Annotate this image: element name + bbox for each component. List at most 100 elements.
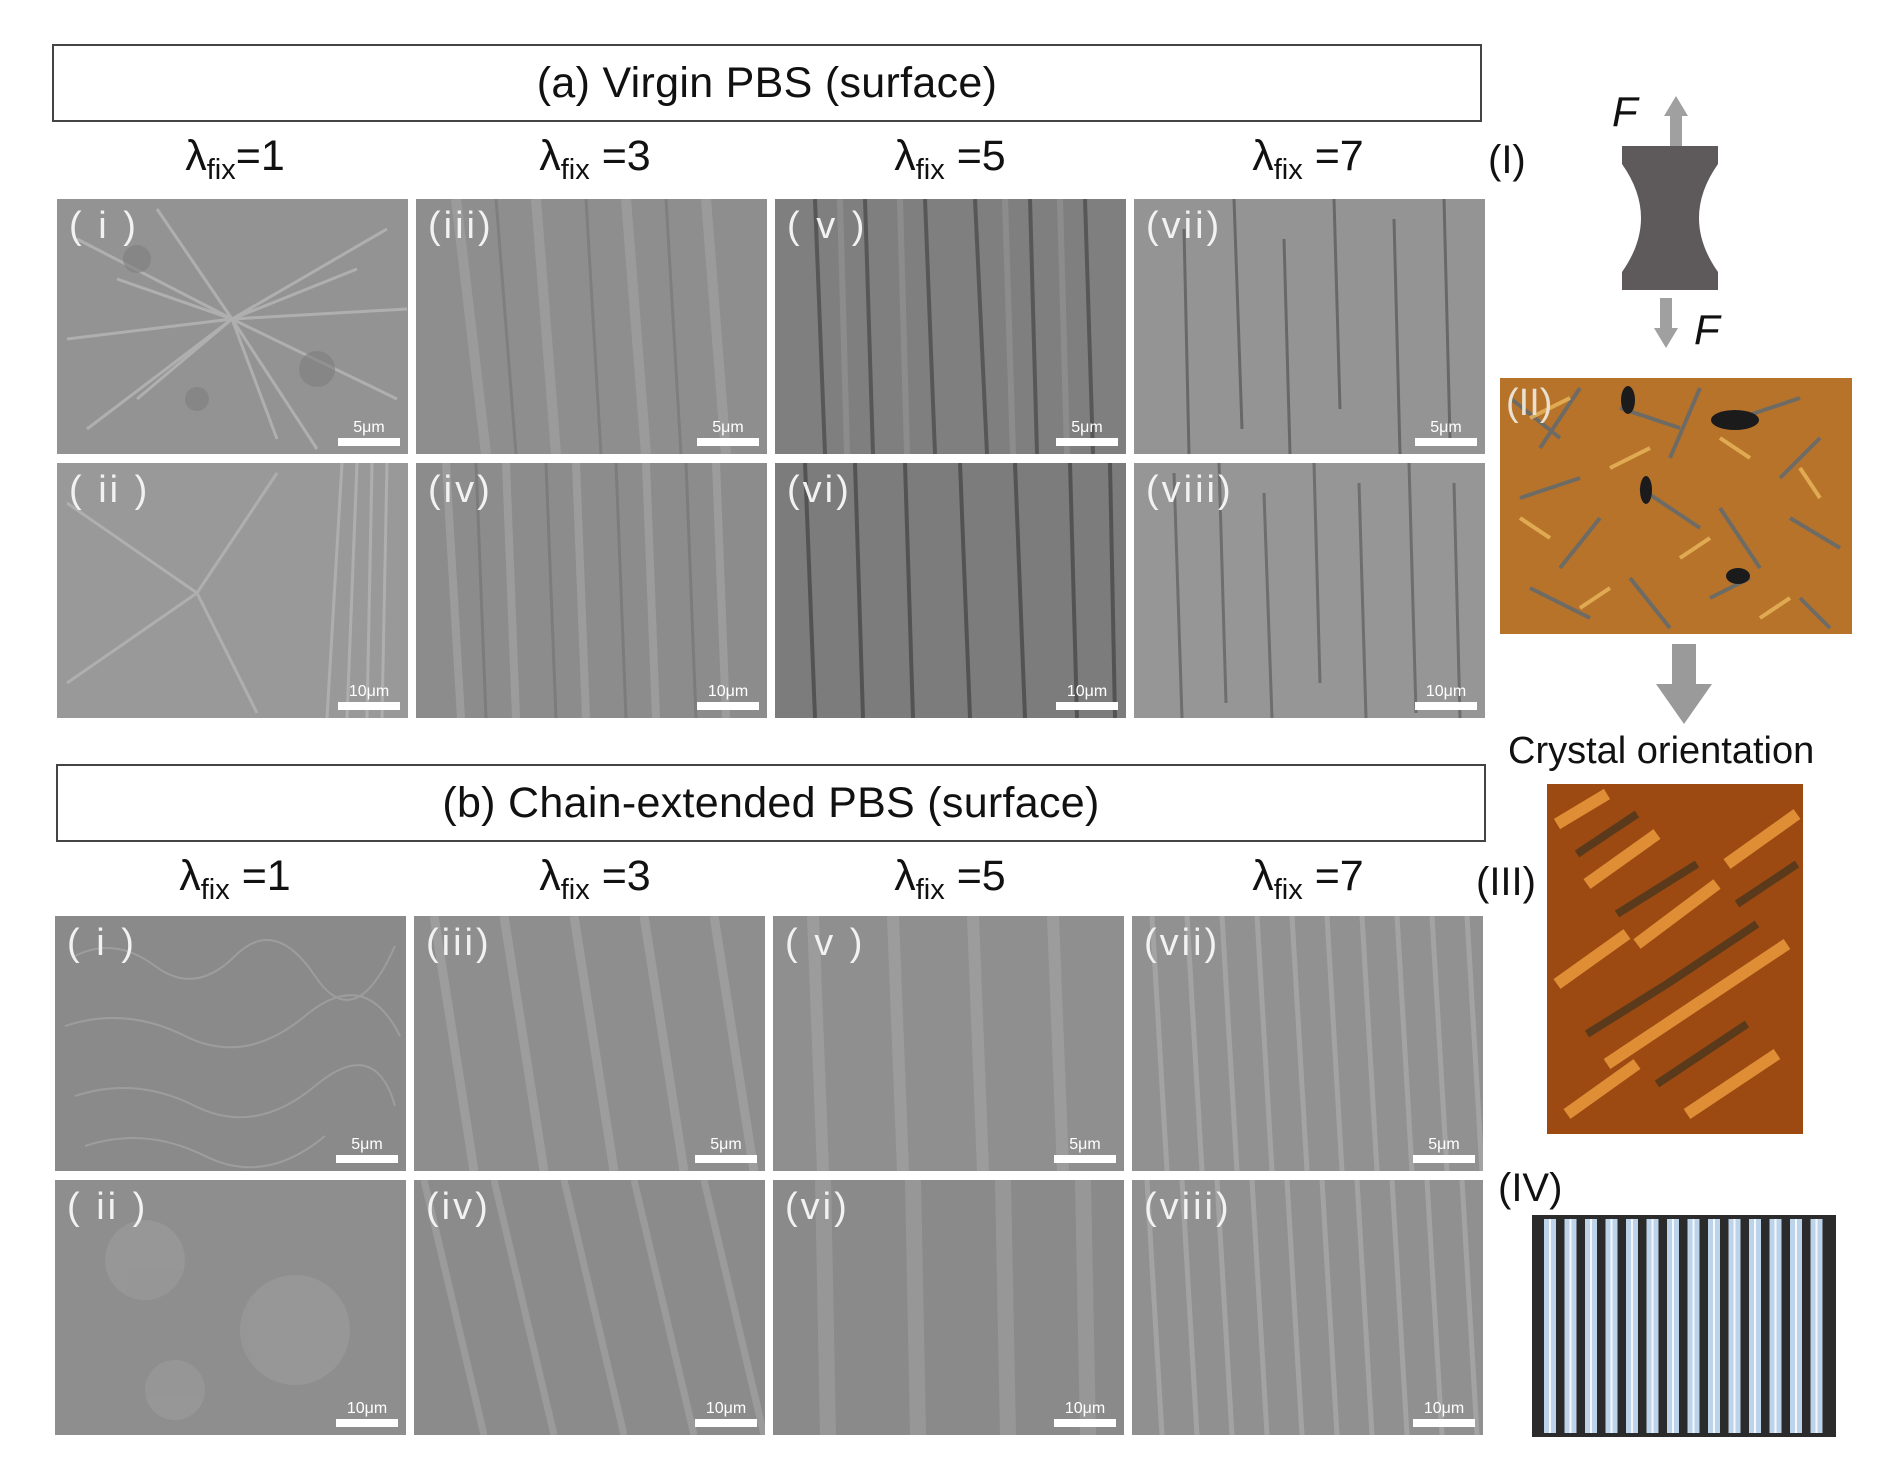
sem-texture bbox=[414, 1180, 765, 1435]
sem-image-b-iii: (iii) 5μm bbox=[414, 916, 765, 1171]
label-III: (III) bbox=[1476, 860, 1536, 904]
column-header: λfix =3 bbox=[539, 132, 651, 186]
label-II: (II) bbox=[1506, 382, 1553, 424]
sem-texture bbox=[55, 1180, 406, 1435]
fiber-highlight bbox=[1631, 1219, 1633, 1433]
section-a-title: (a) Virgin PBS (surface) bbox=[52, 44, 1482, 122]
fiber-highlight bbox=[1569, 1219, 1572, 1433]
sem-image-a-iii: (iii) 5μm bbox=[416, 199, 767, 454]
panel-label: (vii) bbox=[1144, 922, 1221, 964]
panel-label: (iv) bbox=[428, 469, 493, 511]
label-IV: (IV) bbox=[1498, 1166, 1563, 1210]
column-header: λfix =7 bbox=[1252, 132, 1364, 186]
fiber-highlight bbox=[1795, 1219, 1797, 1433]
column-header: λfix =3 bbox=[539, 852, 651, 906]
scale-bar: 10μm bbox=[695, 1400, 757, 1427]
sem-texture bbox=[57, 199, 408, 454]
scale-bar: 5μm bbox=[1056, 419, 1118, 446]
panel-label: (vii) bbox=[1146, 205, 1223, 247]
fiber-highlight bbox=[1815, 1219, 1818, 1433]
panel-label: ( i ) bbox=[67, 922, 137, 964]
sem-texture bbox=[775, 463, 1126, 718]
column-header: λfix =1 bbox=[179, 852, 291, 906]
sem-texture bbox=[57, 463, 408, 718]
aligned-fiber-schematic bbox=[1532, 1215, 1836, 1437]
sem-image-b-iv: (iv) 10μm bbox=[414, 1180, 765, 1435]
oriented-crystal-texture bbox=[1547, 784, 1803, 1134]
spherulite-texture bbox=[1500, 378, 1852, 634]
fiber-highlight bbox=[1733, 1219, 1736, 1433]
panel-label: (iv) bbox=[426, 1186, 491, 1228]
fiber-highlight bbox=[1549, 1219, 1551, 1433]
sem-image-b-viii: (viii) 10μm bbox=[1132, 1180, 1483, 1435]
scale-bar: 5μm bbox=[338, 419, 400, 446]
scale-bar: 10μm bbox=[1415, 683, 1477, 710]
scale-bar: 5μm bbox=[336, 1136, 398, 1163]
scale-bar: 5μm bbox=[1415, 419, 1477, 446]
polarized-micrograph-III bbox=[1547, 784, 1803, 1134]
sem-image-b-i: ( i ) 5μm bbox=[55, 916, 406, 1171]
crystal-orientation-caption: Crystal orientation bbox=[1508, 730, 1815, 772]
scale-bar: 5μm bbox=[695, 1136, 757, 1163]
sem-texture bbox=[1134, 463, 1485, 718]
sem-image-a-iv: (iv) 10μm bbox=[416, 463, 767, 718]
fiber-highlight bbox=[1713, 1219, 1715, 1433]
scale-bar: 10μm bbox=[697, 683, 759, 710]
sem-image-a-i: ( i ) 5μm bbox=[57, 199, 408, 454]
panel-label: (vi) bbox=[785, 1186, 850, 1228]
panel-label: (viii) bbox=[1146, 469, 1234, 511]
fiber-highlight bbox=[1672, 1219, 1674, 1433]
sem-texture bbox=[773, 916, 1124, 1171]
sem-texture bbox=[55, 916, 406, 1171]
panel-label: (iii) bbox=[426, 922, 492, 964]
panel-label: (iii) bbox=[428, 205, 494, 247]
fiber-highlight bbox=[1610, 1219, 1613, 1433]
sem-texture bbox=[414, 916, 765, 1171]
panel-label: ( v ) bbox=[787, 205, 868, 247]
sem-image-b-v: ( v ) 5μm bbox=[773, 916, 1124, 1171]
force-label-top: F bbox=[1612, 88, 1638, 135]
column-header: λfix =5 bbox=[894, 132, 1006, 186]
sem-image-b-vii: (vii) 5μm bbox=[1132, 916, 1483, 1171]
fiber-highlight bbox=[1774, 1219, 1777, 1433]
panel-label: (viii) bbox=[1144, 1186, 1232, 1228]
tensile-specimen-diagram bbox=[1622, 96, 1718, 348]
fiber-highlight bbox=[1754, 1219, 1756, 1433]
fiber-highlight bbox=[1590, 1219, 1592, 1433]
panel-label: ( v ) bbox=[785, 922, 866, 964]
down-arrow-icon bbox=[1656, 644, 1712, 724]
sem-image-a-viii: (viii) 10μm bbox=[1134, 463, 1485, 718]
scale-bar: 10μm bbox=[1413, 1400, 1475, 1427]
sem-image-a-vi: (vi) 10μm bbox=[775, 463, 1126, 718]
sem-image-a-v: ( v ) 5μm bbox=[775, 199, 1126, 454]
dogbone-specimen bbox=[1622, 146, 1718, 290]
panel-label: ( ii ) bbox=[67, 1186, 149, 1228]
sem-image-a-ii: ( ii ) 10μm bbox=[57, 463, 408, 718]
panel-label: ( ii ) bbox=[69, 469, 151, 511]
scale-bar: 10μm bbox=[336, 1400, 398, 1427]
section-b-title: (b) Chain-extended PBS (surface) bbox=[56, 764, 1486, 842]
scale-bar: 5μm bbox=[1054, 1136, 1116, 1163]
sem-texture bbox=[416, 463, 767, 718]
sem-texture bbox=[1132, 916, 1483, 1171]
panel-label: (vi) bbox=[787, 469, 852, 511]
sem-image-a-vii: (vii) 5μm bbox=[1134, 199, 1485, 454]
column-header: λfix =5 bbox=[894, 852, 1006, 906]
scale-bar: 10μm bbox=[1056, 683, 1118, 710]
up-arrow-icon bbox=[1664, 96, 1688, 146]
column-header: λfix =7 bbox=[1252, 852, 1364, 906]
column-header: λfix=1 bbox=[185, 132, 285, 186]
scale-bar: 10μm bbox=[338, 683, 400, 710]
force-label-bottom: F bbox=[1694, 306, 1720, 353]
sem-texture bbox=[1134, 199, 1485, 454]
polarized-micrograph-II: (II) bbox=[1500, 378, 1852, 634]
sem-texture bbox=[1132, 1180, 1483, 1435]
sem-texture bbox=[416, 199, 767, 454]
down-arrow-icon bbox=[1654, 298, 1678, 348]
scale-bar: 5μm bbox=[1413, 1136, 1475, 1163]
sem-image-b-ii: ( ii ) 10μm bbox=[55, 1180, 406, 1435]
label-I: (I) bbox=[1488, 138, 1526, 182]
sem-image-b-vi: (vi) 10μm bbox=[773, 1180, 1124, 1435]
sem-texture bbox=[773, 1180, 1124, 1435]
sem-texture bbox=[775, 199, 1126, 454]
